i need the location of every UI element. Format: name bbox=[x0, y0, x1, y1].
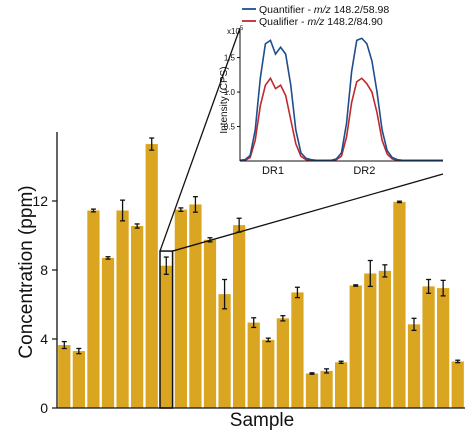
bar bbox=[189, 204, 202, 408]
bar bbox=[291, 292, 304, 408]
main-y-ticks: 0 4 8 12 bbox=[32, 193, 57, 416]
inset-category-label: DR1 bbox=[262, 165, 284, 177]
inset-scale-label: x105 bbox=[227, 26, 244, 36]
error-bar bbox=[294, 286, 300, 299]
inset-axes bbox=[239, 30, 443, 162]
inset-y-axis-title: Intensity (CPS) bbox=[219, 66, 230, 133]
legend-separator: - bbox=[298, 16, 307, 28]
error-bar bbox=[134, 223, 140, 229]
bar bbox=[218, 294, 231, 408]
zoom-connectors bbox=[159, 27, 444, 252]
legend-mz-value: 148.2/84.90 bbox=[324, 16, 383, 28]
error-bar bbox=[149, 137, 155, 151]
error-bar bbox=[396, 200, 402, 204]
bar bbox=[58, 345, 71, 408]
bar bbox=[437, 288, 450, 408]
inset-y-ticks: 0.5 1.0 1.5 bbox=[224, 54, 240, 132]
bar bbox=[393, 201, 406, 408]
error-bar bbox=[338, 360, 344, 364]
error-bar bbox=[222, 278, 228, 310]
y-tick-label: 8 bbox=[40, 262, 48, 278]
error-bar bbox=[324, 368, 330, 374]
legend-series-name: Quantifier bbox=[259, 4, 305, 16]
inset-series-line bbox=[239, 37, 443, 162]
bar bbox=[320, 370, 333, 408]
inset-y-tick-label: 1.0 bbox=[224, 88, 236, 97]
error-bar bbox=[192, 196, 198, 213]
zoom-connector-line bbox=[172, 173, 444, 252]
y-axis-title: Concentration (ppm) bbox=[16, 185, 37, 358]
legend-item: Quantifier - m/z 148.2/58.98 bbox=[242, 4, 389, 16]
bar bbox=[364, 273, 377, 408]
error-bar bbox=[367, 259, 373, 288]
error-bar bbox=[163, 256, 169, 275]
bar bbox=[101, 257, 115, 408]
bar bbox=[276, 318, 289, 408]
main-bar-chart: 0 4 8 12 bbox=[32, 132, 465, 416]
inset-scale-exponent: 5 bbox=[240, 26, 244, 32]
inset-category-labels: DR1 DR2 bbox=[262, 165, 375, 177]
error-bar bbox=[455, 359, 461, 364]
bar bbox=[305, 373, 319, 408]
bar bbox=[335, 362, 348, 408]
error-bar bbox=[178, 207, 184, 213]
bar bbox=[378, 270, 391, 408]
bar bbox=[116, 210, 129, 408]
legend-item: Qualifier - m/z 148.2/84.90 bbox=[242, 16, 383, 28]
legend-separator: - bbox=[305, 4, 314, 16]
zoom-connector-line bbox=[159, 27, 241, 252]
x-axis-title: Sample bbox=[230, 410, 294, 431]
bar bbox=[451, 361, 464, 408]
bar bbox=[407, 324, 421, 408]
bar bbox=[174, 209, 187, 409]
inset-category-label: DR2 bbox=[353, 165, 375, 177]
error-bar bbox=[251, 317, 257, 329]
bar bbox=[203, 239, 217, 408]
bars bbox=[58, 144, 464, 409]
inset-y-tick-label: 1.5 bbox=[224, 54, 236, 63]
bar bbox=[160, 265, 173, 408]
bar bbox=[72, 351, 85, 408]
bar bbox=[349, 285, 362, 408]
highlight-box bbox=[159, 250, 174, 409]
error-bar bbox=[353, 284, 359, 287]
legend-label: Qualifier - m/z 148.2/84.90 bbox=[259, 16, 383, 28]
error-bar bbox=[265, 337, 271, 343]
bar bbox=[262, 339, 275, 408]
inset-chromatogram: 0.5 1.0 1.5 DR1 DR2 x105 Intensity (CPS) Qu… bbox=[219, 4, 443, 177]
legend-mz-prefix: m/z bbox=[314, 4, 332, 16]
bar bbox=[422, 286, 435, 408]
y-tick-label: 12 bbox=[32, 193, 48, 209]
error-bar bbox=[309, 372, 315, 375]
error-bar bbox=[426, 278, 432, 294]
bar bbox=[87, 210, 100, 408]
inset-scale-base: x10 bbox=[227, 27, 240, 36]
inset-y-tick-label: 0.5 bbox=[224, 123, 236, 132]
y-tick-label: 4 bbox=[40, 331, 48, 347]
bar bbox=[247, 322, 260, 408]
bar bbox=[233, 225, 246, 408]
bar bbox=[131, 226, 144, 408]
error-bar bbox=[76, 347, 82, 355]
legend-series-name: Qualifier bbox=[259, 16, 299, 28]
error-bar bbox=[382, 264, 388, 278]
legend-mz-prefix: m/z bbox=[307, 16, 325, 28]
error-bar bbox=[440, 279, 446, 297]
inset-lines bbox=[239, 37, 443, 162]
bar bbox=[145, 144, 158, 408]
error-bar bbox=[61, 340, 67, 350]
error-bar bbox=[120, 199, 126, 222]
error-bar bbox=[105, 256, 111, 260]
y-tick-label: 0 bbox=[40, 400, 48, 416]
legend-mz-value: 148.2/58.98 bbox=[331, 4, 390, 16]
error-bar bbox=[280, 315, 286, 322]
error-bar bbox=[411, 317, 417, 332]
legend-label: Quantifier - m/z 148.2/58.98 bbox=[259, 4, 389, 16]
error-bar bbox=[90, 208, 96, 213]
